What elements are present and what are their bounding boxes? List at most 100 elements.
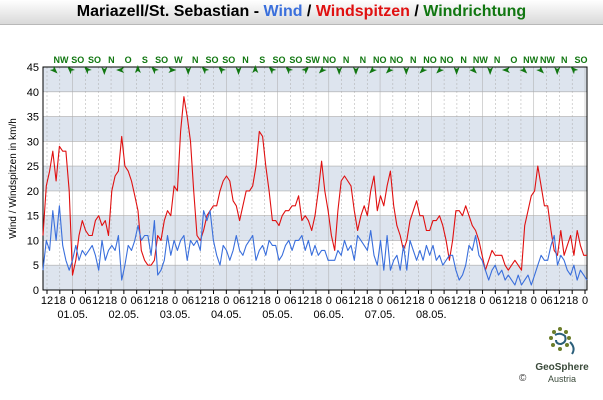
x-tick-label: 12 [41,295,53,307]
direction-label: O [125,55,132,65]
direction-arrow-icon [201,66,210,75]
direction-label: S [142,55,148,65]
direction-arrow-icon [252,65,259,73]
direction-arrow-icon [235,67,242,75]
band [43,166,587,191]
plot-frame [42,66,588,291]
direction-arrow-icon [453,67,460,75]
direction-arrow-icon [218,66,226,75]
direction-label: SO [88,55,101,65]
y-tick-label: 15 [27,211,39,223]
direction-label: SO [155,55,168,65]
x-tick-label: 12 [502,295,514,307]
x-tick-label: 12 [451,295,463,307]
x-tick-label: 06 [540,295,552,307]
direction-arrow-icon [318,65,327,74]
direction-arrow-icon [116,67,125,73]
direction-label: NO [323,55,337,65]
x-tick-label: 18 [361,295,373,307]
date-label: 04.05. [211,309,242,321]
y-tick-label: 20 [27,186,39,198]
date-label: 05.05. [262,309,293,321]
date-label: 03.05. [160,309,191,321]
direction-arrow-icon [67,66,76,75]
x-tick-label: 0 [531,295,537,307]
x-tick-label: 06 [489,295,501,307]
copyright-symbol: © [519,373,527,384]
x-tick-label: 06 [438,295,450,307]
direction-label: N [343,55,350,65]
direction-arrow-icon [501,67,510,73]
direction-arrow-icon [134,65,141,73]
x-tick-label: 0 [121,295,127,307]
x-tick-label: 06 [233,295,245,307]
direction-arrow-icon [168,67,177,73]
direction-label: SO [289,55,302,65]
x-tick-label: 0 [275,295,281,307]
x-tick-label: 18 [412,295,424,307]
direction-arrow-icon [436,65,445,74]
direction-arrow-icon [419,65,428,74]
x-tick-label: 06 [284,295,296,307]
x-tick-label: 06 [387,295,399,307]
x-tick-label: 0 [326,295,332,307]
x-tick-label: 06 [182,295,194,307]
direction-arrow-icon [84,66,92,75]
direction-label: SO [222,55,235,65]
date-label: 02.05. [109,309,140,321]
direction-arrow-icon [369,65,377,74]
x-tick-label: 18 [259,295,271,307]
title-gusts: Windspitzen [315,3,410,20]
x-tick-label: 18 [54,295,66,307]
direction-arrow-icon [554,67,561,75]
date-label: 01.05. [57,309,88,321]
direction-label: SO [273,55,286,65]
direction-arrow-icon [385,65,394,74]
x-tick-label: 12 [297,295,309,307]
x-tick-label: 18 [105,295,117,307]
y-tick-label: 30 [27,136,39,148]
date-label: 07.05. [365,309,396,321]
x-tick-label: 0 [582,295,588,307]
logo-country: Austria [547,374,576,384]
direction-arrow-icon [49,65,58,74]
y-tick-label: 0 [33,285,39,297]
direction-label: NO [423,55,437,65]
x-tick-label: 12 [92,295,104,307]
direction-arrow-icon [301,66,310,75]
direction-label: O [510,55,517,65]
y-tick-label: 35 [27,112,39,124]
direction-arrow-icon [570,66,579,75]
x-tick-label: 0 [377,295,383,307]
chart-title: Mariazell/St. Sebastian - Wind / Windspi… [0,0,603,25]
series-line-windspitzen [42,96,587,276]
y-tick-label: 5 [33,260,39,272]
direction-label: N [561,55,568,65]
x-tick-label: 18 [515,295,527,307]
direction-label: N [494,55,501,65]
title-separator: / [409,3,424,20]
x-tick-label: 12 [195,295,207,307]
direction-label: SO [71,55,84,65]
x-tick-label: 12 [400,295,412,307]
direction-label: NO [373,55,387,65]
title-direction: Windrichtung [423,3,527,20]
title-separator: / [302,3,316,20]
direction-label: NW [473,55,488,65]
y-tick-label: 10 [27,235,39,247]
y-axis-label: Wind / Windspitzen in km/h [8,118,19,239]
x-tick-label: 0 [428,295,434,307]
logo-name: GeoSphere [535,362,589,373]
direction-arrow-icon [268,66,277,75]
x-tick-label: 12 [143,295,155,307]
direction-label: NW [54,55,69,65]
direction-label: N [192,55,199,65]
x-tick-label: 18 [310,295,322,307]
y-tick-label: 40 [27,87,39,99]
direction-arrow-icon [469,65,477,74]
direction-label: N [360,55,367,65]
direction-label: W [174,55,183,65]
x-tick-label: 0 [172,295,178,307]
direction-label: SW [305,55,320,65]
